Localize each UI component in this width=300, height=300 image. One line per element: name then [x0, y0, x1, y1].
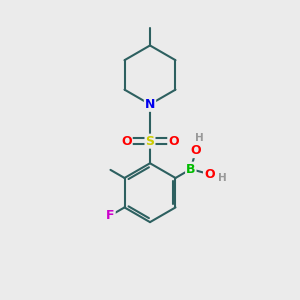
- Text: H: H: [195, 133, 204, 143]
- Text: O: O: [168, 135, 179, 148]
- Text: F: F: [106, 209, 115, 222]
- Text: B: B: [186, 163, 196, 176]
- Text: S: S: [146, 135, 154, 148]
- Text: O: O: [190, 144, 201, 157]
- Text: O: O: [204, 168, 214, 181]
- Text: N: N: [145, 98, 155, 111]
- Text: H: H: [218, 172, 226, 182]
- Text: O: O: [121, 135, 132, 148]
